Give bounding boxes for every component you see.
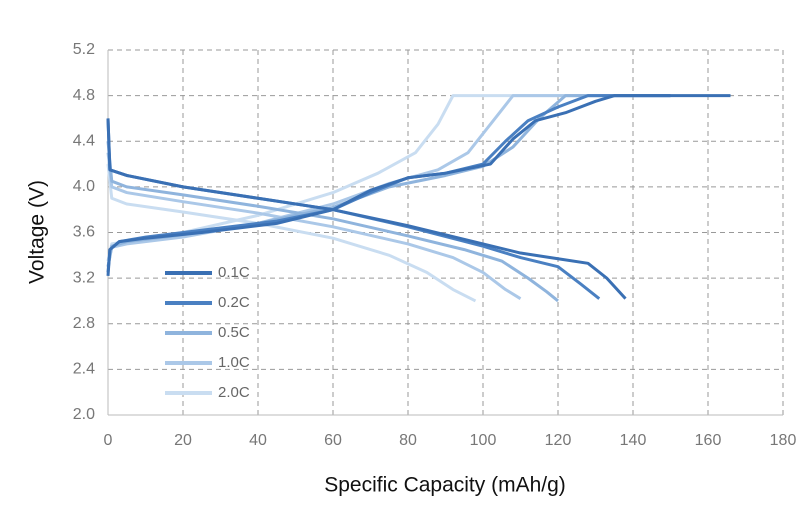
x-tick-label: 180 xyxy=(770,432,797,449)
legend-label: 2.0C xyxy=(218,384,250,401)
y-axis-label: Voltage (V) xyxy=(26,180,49,284)
x-tick-label: 60 xyxy=(324,432,342,449)
x-tick-label: 140 xyxy=(620,432,647,449)
x-tick-label: 0 xyxy=(104,432,113,449)
y-tick-label: 2.8 xyxy=(73,315,95,332)
y-tick-label: 4.0 xyxy=(73,178,95,195)
x-tick-label: 80 xyxy=(399,432,417,449)
x-tick-label: 20 xyxy=(174,432,192,449)
x-tick-label: 100 xyxy=(470,432,497,449)
y-tick-label: 2.0 xyxy=(73,406,95,423)
curve xyxy=(106,163,477,303)
curve xyxy=(106,152,522,300)
curve xyxy=(106,118,627,300)
x-axis-label: Specific Capacity (mAh/g) xyxy=(324,474,566,497)
y-tick-label: 2.4 xyxy=(73,361,95,378)
legend-label: 0.1C xyxy=(218,264,250,281)
y-tick-label: 3.6 xyxy=(73,224,95,241)
y-tick-label: 3.2 xyxy=(73,269,95,286)
x-tick-label: 120 xyxy=(545,432,572,449)
legend-label: 0.5C xyxy=(218,324,250,341)
curve xyxy=(106,94,731,276)
x-tick-label: 160 xyxy=(695,432,722,449)
x-tick-label: 40 xyxy=(249,432,267,449)
legend-label: 1.0C xyxy=(218,354,250,371)
y-tick-label: 5.2 xyxy=(73,41,95,58)
legend-label: 0.2C xyxy=(218,294,250,311)
y-tick-label: 4.8 xyxy=(73,87,95,104)
curve xyxy=(106,141,559,303)
y-tick-label: 4.4 xyxy=(73,132,95,149)
